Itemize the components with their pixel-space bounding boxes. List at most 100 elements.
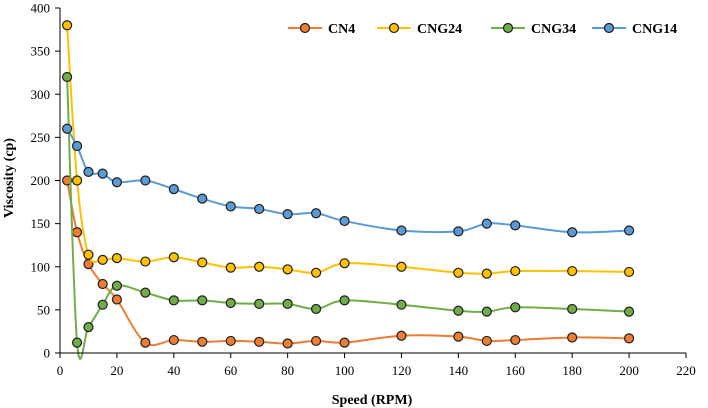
x-tick-label: 200 bbox=[619, 363, 639, 378]
data-point-cng24 bbox=[623, 266, 635, 278]
data-point-cng24 bbox=[225, 262, 236, 273]
y-tick-label: 250 bbox=[31, 130, 51, 145]
data-point-cng14 bbox=[254, 203, 265, 215]
data-point-cn4 bbox=[453, 331, 464, 342]
y-tick-label: 300 bbox=[31, 87, 51, 102]
data-point-cng14 bbox=[62, 123, 73, 134]
data-point-cn4 bbox=[71, 227, 83, 238]
legend-swatch-marker bbox=[299, 22, 311, 34]
legend-swatch-marker bbox=[603, 22, 615, 34]
data-point-cng34 bbox=[339, 295, 350, 306]
y-tick-label: 150 bbox=[31, 216, 51, 231]
data-point-cng24 bbox=[254, 261, 265, 272]
data-point-cng34 bbox=[111, 280, 123, 291]
data-point-cng34 bbox=[168, 295, 179, 306]
series-layer bbox=[62, 20, 635, 360]
data-point-cng24 bbox=[282, 264, 293, 275]
data-point-cn4 bbox=[282, 338, 293, 349]
data-point-cng34 bbox=[97, 299, 108, 310]
data-point-cng24 bbox=[197, 257, 208, 268]
data-point-cn4 bbox=[567, 332, 578, 343]
legend-item-cng34: CNG34 bbox=[491, 22, 576, 37]
data-point-cn4 bbox=[197, 336, 208, 347]
data-point-cng14 bbox=[282, 209, 293, 220]
legend-label: CNG14 bbox=[632, 22, 677, 37]
data-point-cng34 bbox=[481, 306, 492, 317]
x-tick-label: 160 bbox=[506, 363, 526, 378]
data-point-cn4 bbox=[97, 278, 108, 290]
data-point-cng24 bbox=[71, 175, 83, 186]
data-point-cng24 bbox=[567, 265, 578, 277]
data-point-cng24 bbox=[97, 254, 108, 265]
data-point-cng24 bbox=[481, 268, 492, 279]
legend-label: CNG34 bbox=[531, 22, 576, 37]
y-tick-label: 100 bbox=[31, 259, 51, 274]
x-tick-label: 80 bbox=[281, 363, 294, 378]
y-tick-label: 200 bbox=[31, 173, 51, 188]
legend-swatch-marker bbox=[502, 22, 514, 34]
data-point-cn4 bbox=[111, 294, 123, 305]
y-tick-label: 0 bbox=[44, 346, 51, 361]
data-point-cng34 bbox=[453, 305, 464, 316]
data-point-cng14 bbox=[567, 227, 578, 238]
data-point-cn4 bbox=[481, 335, 492, 347]
x-tick-label: 220 bbox=[676, 363, 696, 378]
data-point-cng14 bbox=[623, 225, 635, 236]
axes: 0 50 100 150 200 250 300 350 400 0 20 40 60 80 100 120 1… bbox=[31, 1, 696, 379]
data-point-cn4 bbox=[254, 336, 265, 347]
series-line-cng24 bbox=[66, 25, 630, 275]
data-point-cng24 bbox=[453, 267, 464, 278]
series-cng34 bbox=[62, 71, 635, 360]
data-point-cng34 bbox=[225, 297, 236, 309]
data-point-cng34 bbox=[62, 71, 73, 83]
series-cn4 bbox=[62, 175, 635, 349]
data-point-cng34 bbox=[567, 303, 578, 315]
data-point-cng24 bbox=[339, 258, 350, 269]
y-tick-label: 350 bbox=[31, 44, 51, 59]
data-point-cng34 bbox=[396, 299, 407, 310]
data-point-cng14 bbox=[111, 177, 123, 188]
data-point-cn4 bbox=[623, 333, 635, 344]
x-tick-label: 140 bbox=[449, 363, 469, 378]
data-point-cng24 bbox=[510, 265, 521, 277]
data-point-cng14 bbox=[225, 201, 236, 212]
data-point-cng34 bbox=[310, 303, 322, 315]
legend-item-cn4: CN4 bbox=[288, 22, 355, 37]
data-point-cng14 bbox=[310, 208, 322, 219]
data-point-cng14 bbox=[71, 140, 83, 152]
x-tick-label: 100 bbox=[335, 363, 355, 378]
series-line-cng14 bbox=[66, 128, 630, 234]
data-point-cng24 bbox=[310, 267, 322, 278]
data-point-cng14 bbox=[510, 220, 521, 231]
data-point-cng34 bbox=[197, 295, 208, 306]
data-point-cng24 bbox=[140, 256, 151, 267]
data-point-cn4 bbox=[310, 335, 322, 347]
legend-item-cng14: CNG14 bbox=[592, 22, 677, 37]
data-point-cng34 bbox=[140, 287, 151, 298]
data-point-cng24 bbox=[111, 253, 123, 264]
data-point-cng24 bbox=[62, 20, 73, 31]
data-point-cng14 bbox=[83, 166, 94, 177]
data-point-cng14 bbox=[481, 218, 492, 229]
legend-label: CNG24 bbox=[417, 22, 462, 37]
data-point-cng14 bbox=[140, 175, 151, 186]
series-cng14 bbox=[62, 123, 635, 238]
x-axis-title: Speed (RPM) bbox=[332, 393, 413, 408]
data-point-cng34 bbox=[623, 306, 635, 317]
data-point-cn4 bbox=[225, 335, 236, 347]
data-point-cn4 bbox=[396, 330, 407, 341]
data-point-cng14 bbox=[97, 168, 108, 179]
series-cng24 bbox=[62, 20, 635, 279]
data-point-cn4 bbox=[510, 334, 521, 346]
data-point-cng34 bbox=[83, 322, 94, 333]
x-tick-label: 60 bbox=[224, 363, 237, 378]
data-point-cng14 bbox=[396, 225, 407, 236]
data-point-cng14 bbox=[197, 193, 208, 204]
y-tick-label: 50 bbox=[37, 302, 50, 317]
data-point-cng14 bbox=[339, 215, 350, 227]
legend: CN4 CNG24 CNG34 CNG14 bbox=[288, 22, 677, 37]
x-tick-label: 40 bbox=[167, 363, 180, 378]
x-tick-label: 180 bbox=[562, 363, 582, 378]
data-point-cn4 bbox=[140, 337, 151, 348]
